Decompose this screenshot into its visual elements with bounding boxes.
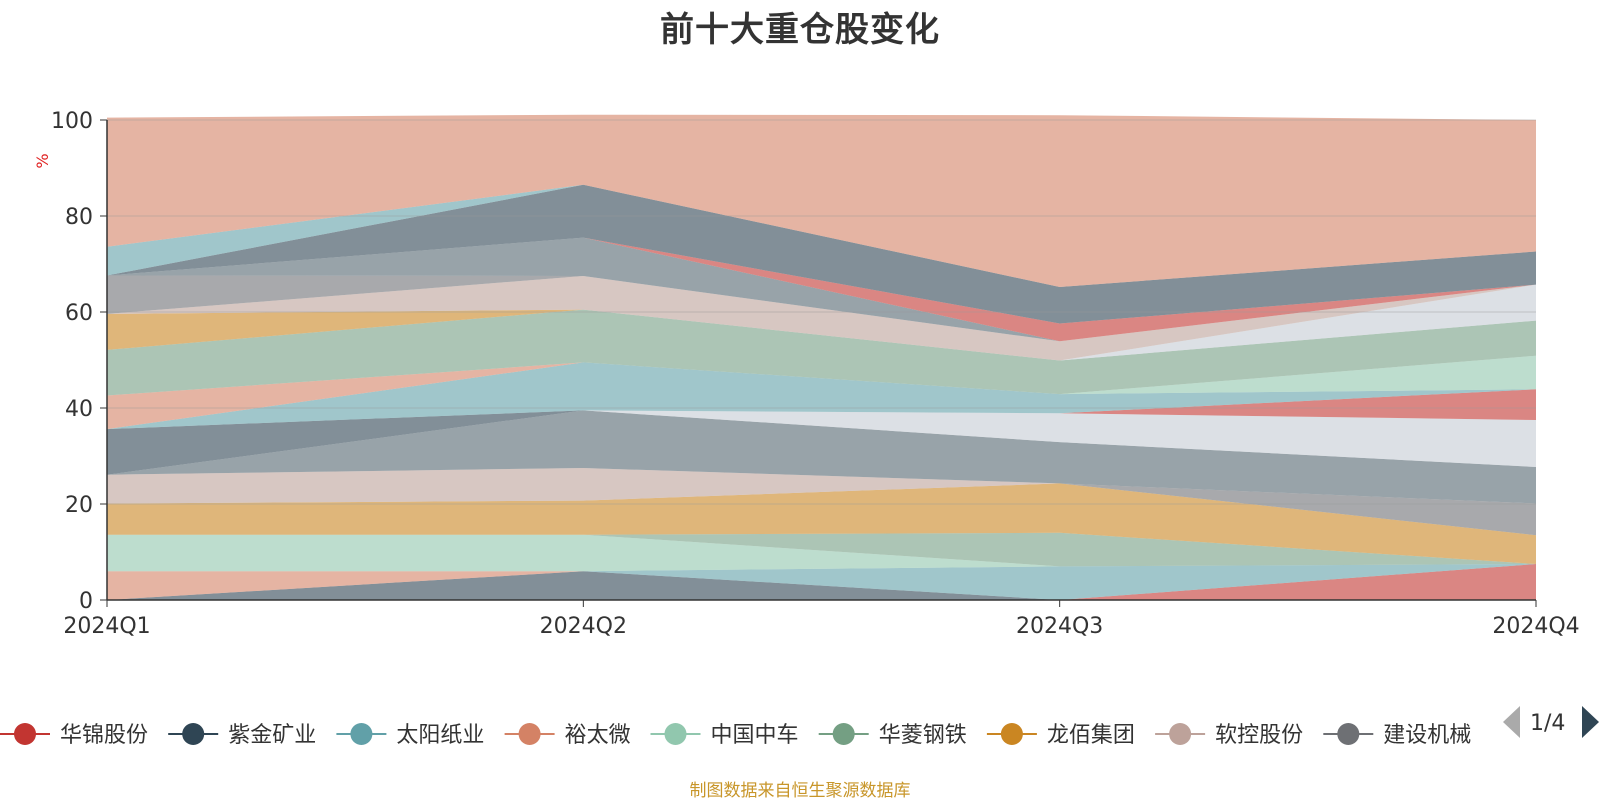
legend-item[interactable]: 龙佰集团 <box>986 723 1135 748</box>
area-series-8 <box>107 468 1536 536</box>
legend-label: 中国中车 <box>711 723 799 748</box>
y-unit-label: % <box>33 153 52 168</box>
legend-page-indicator: 1/4 <box>1530 711 1565 736</box>
area-series-10 <box>107 410 1536 504</box>
area-series-2 <box>107 564 1536 600</box>
legend-item[interactable]: 华锦股份 <box>0 723 148 748</box>
y-tick-label: 80 <box>65 205 93 230</box>
area-series-4 <box>107 564 1536 600</box>
legend-item[interactable]: 软控股份 <box>1155 723 1303 748</box>
legend-label: 华菱钢铁 <box>879 723 967 748</box>
x-tick-label: 2024Q3 <box>1016 614 1103 639</box>
legend-prev-arrow-icon[interactable] <box>1503 706 1520 738</box>
legend-marker-icon <box>14 723 36 745</box>
area-series-27 <box>107 114 1536 287</box>
area-series-17 <box>107 309 1536 396</box>
area-series-5 <box>107 534 1536 572</box>
x-tick-label: 2024Q4 <box>1492 614 1579 639</box>
y-tick-label: 60 <box>65 301 93 326</box>
legend-label: 裕太微 <box>565 723 631 748</box>
area-series-1 <box>107 564 1536 600</box>
legend-item[interactable]: 华菱钢铁 <box>818 723 967 748</box>
area-series-11 <box>107 410 1536 475</box>
y-tick-label: 0 <box>79 589 93 614</box>
y-tick-label: 20 <box>65 493 93 518</box>
y-tick-label: 40 <box>65 397 93 422</box>
legend-label: 龙佰集团 <box>1047 723 1135 748</box>
area-layers <box>107 114 1536 600</box>
legend-label: 华锦股份 <box>60 723 148 748</box>
x-tick-label: 2024Q2 <box>540 614 627 639</box>
area-series-6 <box>107 532 1536 567</box>
area-series-13 <box>107 389 1536 430</box>
legend-label: 软控股份 <box>1215 723 1303 748</box>
legend-item[interactable]: 紫金矿业 <box>168 723 316 748</box>
area-series-14 <box>107 362 1536 430</box>
area-series-3 <box>107 564 1536 600</box>
legend-item[interactable]: 建设机械 <box>1323 723 1471 748</box>
legend-label: 紫金矿业 <box>228 723 316 748</box>
legend-marker-icon <box>350 723 373 745</box>
area-series-18 <box>107 309 1536 361</box>
legend-item[interactable]: 太阳纸业 <box>336 723 484 748</box>
legend-marker-icon <box>1000 723 1023 745</box>
legend-next-arrow-icon[interactable] <box>1582 706 1599 738</box>
legend-marker-icon <box>518 723 541 745</box>
area-series-23 <box>107 237 1536 342</box>
area-series-24 <box>107 237 1536 342</box>
area-series-20 <box>107 276 1536 361</box>
x-tick-label: 2024Q1 <box>63 614 150 639</box>
area-series-7 <box>107 483 1536 564</box>
legend-marker-icon <box>1169 723 1192 745</box>
chart-title: 前十大重仓股变化 <box>660 10 940 50</box>
legend: 华锦股份 紫金矿业 太阳纸业 裕太微 中国中车 华菱钢铁 龙佰集团 软控股份 建设机械 <box>0 723 1471 748</box>
legend-label: 太阳纸业 <box>396 723 484 748</box>
legend-marker-icon <box>1337 723 1360 745</box>
axes: 0 20 40 60 80 100 2024Q1 2024Q2 2024Q3 2024Q4% <box>33 109 1580 639</box>
legend-pager: 1/4 <box>1503 706 1599 738</box>
y-tick-label: 100 <box>51 109 93 134</box>
legend-marker-icon <box>664 723 687 745</box>
area-series-9 <box>107 468 1536 536</box>
legend-marker-icon <box>182 723 205 745</box>
area-series-25 <box>107 184 1536 324</box>
legend-item[interactable]: 中国中车 <box>650 723 799 748</box>
grid-lines <box>107 119 1536 505</box>
area-series-16 <box>107 355 1536 430</box>
legend-label: 建设机械 <box>1383 723 1471 748</box>
source-note: 制图数据来自恒生聚源数据库 <box>689 781 911 801</box>
legend-item[interactable]: 裕太微 <box>504 723 631 748</box>
legend-marker-icon <box>832 723 855 745</box>
area-series-22 <box>107 275 1536 342</box>
